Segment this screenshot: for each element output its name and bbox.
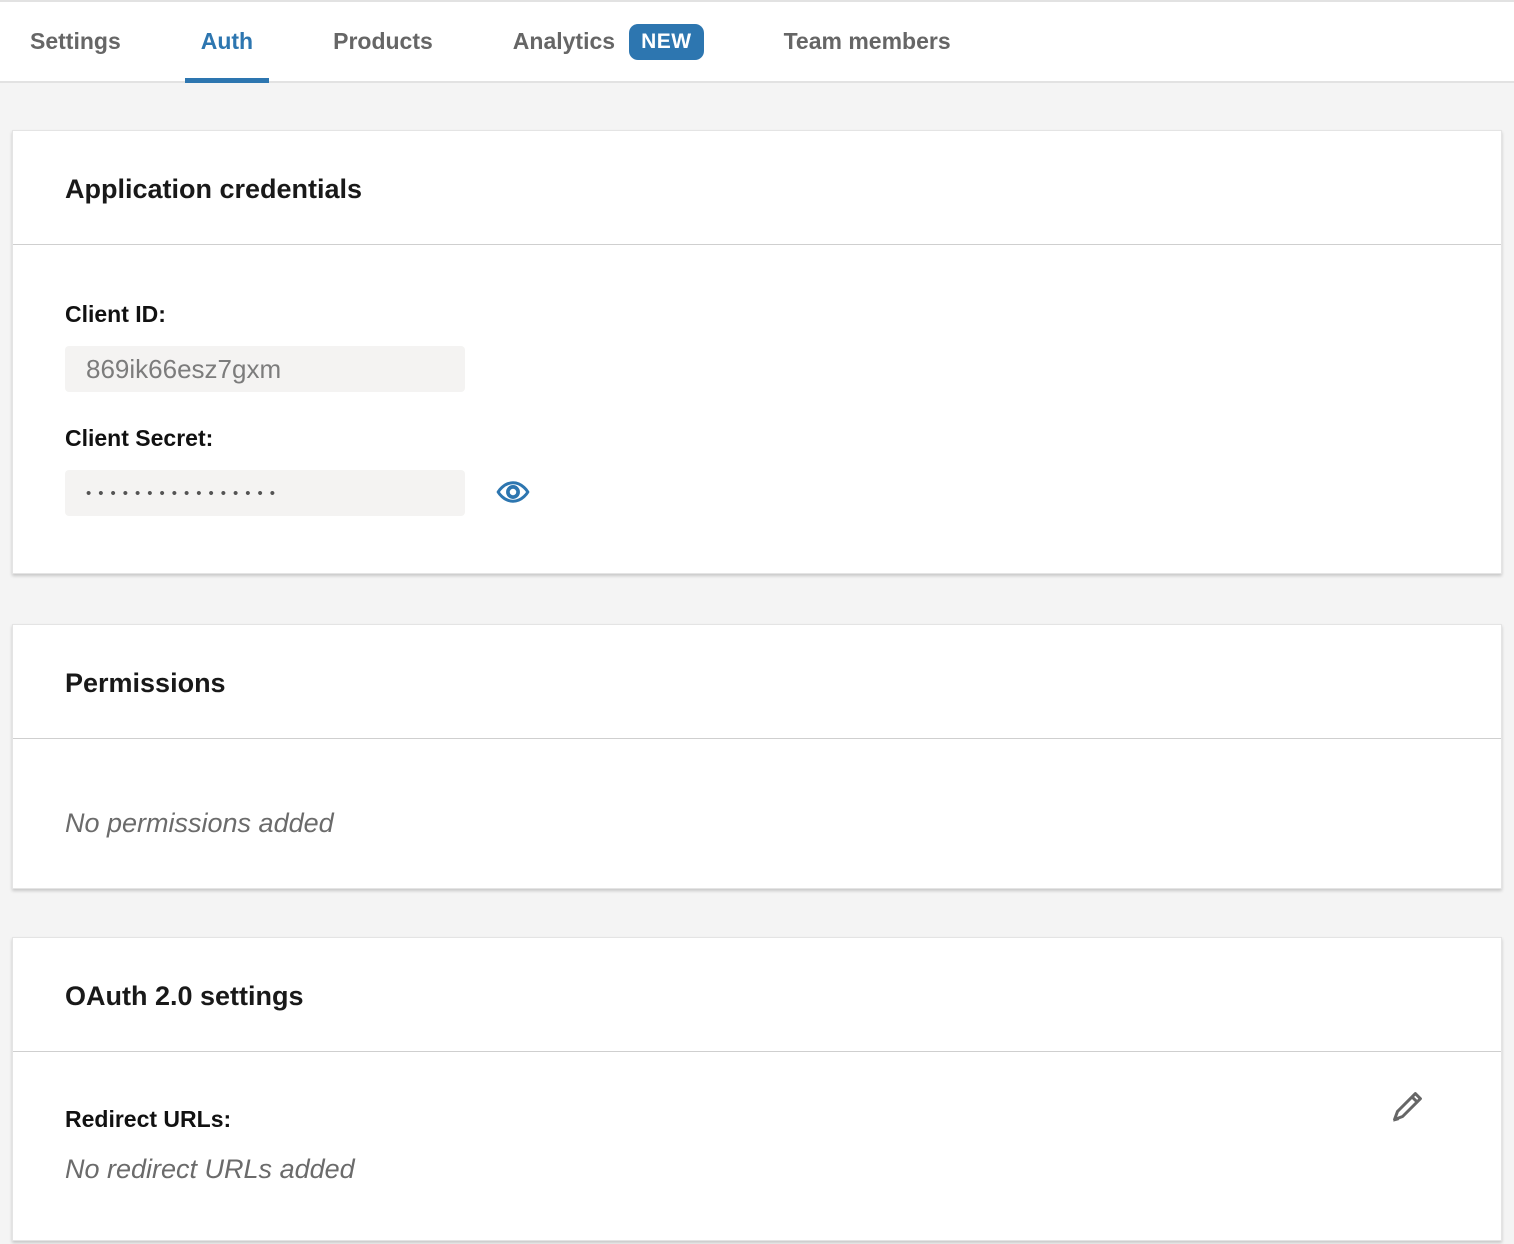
redirect-urls-label: Redirect URLs: bbox=[65, 1106, 232, 1132]
redirect-urls-section: Redirect URLs: No redirect URLs added bbox=[65, 1106, 355, 1185]
client-secret-row: •••••••••••••••• bbox=[65, 470, 1449, 516]
tab-auth-label: Auth bbox=[200, 28, 254, 54]
tab-analytics-label: Analytics bbox=[512, 28, 616, 54]
application-credentials-title: Application credentials bbox=[65, 174, 363, 204]
oauth-settings-title: OAuth 2.0 settings bbox=[65, 981, 304, 1011]
application-credentials-card: Application credentials Client ID: 869ik… bbox=[12, 130, 1502, 574]
client-id-field[interactable]: 869ik66esz7gxm bbox=[65, 346, 465, 392]
client-secret-masked-value: •••••••••••••••• bbox=[86, 484, 283, 502]
tab-team-members[interactable]: Team members bbox=[784, 2, 951, 81]
reveal-secret-button[interactable] bbox=[496, 475, 530, 512]
client-id-value: 869ik66esz7gxm bbox=[86, 353, 282, 384]
client-secret-label: Client Secret: bbox=[65, 425, 214, 451]
permissions-card: Permissions No permissions added bbox=[12, 624, 1502, 889]
application-credentials-header: Application credentials bbox=[13, 131, 1501, 245]
oauth-settings-body: Redirect URLs: No redirect URLs added bbox=[13, 1052, 1501, 1240]
application-credentials-body: Client ID: 869ik66esz7gxm Client Secret:… bbox=[13, 245, 1501, 573]
no-redirect-urls-text: No redirect URLs added bbox=[65, 1154, 355, 1184]
client-secret-field[interactable]: •••••••••••••••• bbox=[65, 470, 465, 516]
tab-team-members-label: Team members bbox=[783, 28, 951, 54]
eye-icon bbox=[496, 475, 530, 512]
oauth-settings-header: OAuth 2.0 settings bbox=[13, 938, 1501, 1052]
no-permissions-text: No permissions added bbox=[65, 808, 334, 838]
tab-products[interactable]: Products bbox=[333, 2, 433, 81]
edit-redirect-urls-button[interactable] bbox=[1387, 1085, 1429, 1130]
tab-settings[interactable]: Settings bbox=[30, 2, 121, 81]
new-badge: NEW bbox=[629, 23, 704, 60]
oauth-settings-card: OAuth 2.0 settings Redirect URLs: No red… bbox=[12, 937, 1502, 1241]
tab-settings-label: Settings bbox=[30, 28, 121, 54]
client-id-label: Client ID: bbox=[65, 301, 166, 327]
pencil-icon bbox=[1387, 1092, 1429, 1130]
permissions-body: No permissions added bbox=[13, 739, 1501, 888]
tab-bar: Settings Auth Products Analytics NEW Tea… bbox=[0, 0, 1514, 83]
tab-products-label: Products bbox=[333, 28, 433, 54]
tab-auth[interactable]: Auth bbox=[184, 2, 270, 83]
permissions-header: Permissions bbox=[13, 625, 1501, 739]
tab-analytics[interactable]: Analytics NEW bbox=[513, 2, 704, 81]
permissions-title: Permissions bbox=[65, 668, 226, 698]
